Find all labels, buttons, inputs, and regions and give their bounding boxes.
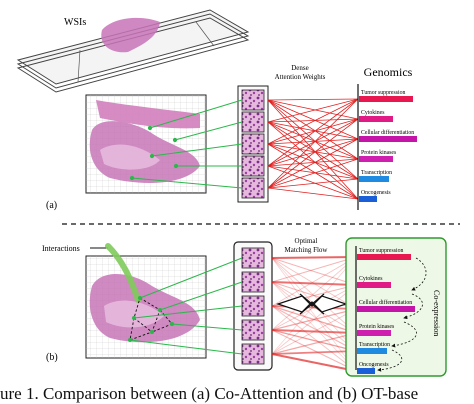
coexpression-label: Co-expression bbox=[432, 290, 441, 336]
gene-bar-b-6 bbox=[357, 368, 375, 374]
gene-bar-b-5 bbox=[357, 348, 387, 354]
gene-label-a-6: Oncogenesis bbox=[361, 190, 391, 196]
attention-weights-label: Attention Weights bbox=[275, 73, 326, 81]
patch-links-b bbox=[129, 257, 243, 355]
dense-label: Dense bbox=[291, 64, 309, 72]
patch-b-4 bbox=[241, 319, 265, 341]
wsi-image-a bbox=[85, 94, 207, 194]
panel-a-label: (a) bbox=[46, 200, 57, 211]
panel-b-label: (b) bbox=[46, 352, 58, 363]
gene-label-a-2: Cytokines bbox=[361, 110, 385, 116]
gene-bar-b-2 bbox=[357, 282, 391, 288]
patch-column-a bbox=[237, 85, 269, 203]
gene-bar-a-4 bbox=[359, 156, 393, 162]
gene-label-b-5: Transcription bbox=[359, 342, 390, 348]
matching-flow-label: Matching Flow bbox=[285, 246, 329, 254]
patch-a-2 bbox=[241, 111, 265, 133]
genomics-list-b: Tumor suppression Cytokines Cellular diffe… bbox=[357, 248, 415, 374]
patch-b-5 bbox=[241, 343, 265, 365]
gene-bar-a-5 bbox=[359, 176, 389, 182]
gene-label-a-3: Cellular differentiation bbox=[361, 129, 414, 136]
gene-bar-a-2 bbox=[359, 116, 393, 122]
patch-links-a bbox=[129, 99, 243, 189]
gene-label-b-2: Cytokines bbox=[359, 276, 383, 282]
patch-a-4 bbox=[241, 155, 265, 177]
dense-attention-lines bbox=[267, 98, 359, 200]
patch-b-2 bbox=[241, 271, 265, 293]
interactions-label: Interactions bbox=[42, 244, 80, 253]
gene-label-b-1: Tumor suppression bbox=[359, 248, 403, 254]
patch-b-1 bbox=[241, 247, 265, 269]
gene-label-a-4: Protein kinases bbox=[361, 150, 397, 156]
gene-label-a-1: Tumor suppression bbox=[361, 90, 405, 96]
patch-a-1 bbox=[241, 89, 265, 111]
gene-bar-a-1 bbox=[359, 96, 413, 102]
gene-bar-b-3 bbox=[357, 306, 415, 312]
gene-label-b-4: Protein kinases bbox=[359, 324, 395, 330]
wsi-image-b bbox=[85, 243, 207, 359]
gene-label-b-6: Oncogenesis bbox=[359, 362, 389, 368]
panel-a: WSIs bbox=[16, 9, 417, 211]
gene-label-b-3: Cellular differentiation bbox=[359, 299, 412, 306]
genomics-list-a: Tumor suppression Cytokines Cellular diffe… bbox=[359, 90, 417, 202]
wsi-slide-stack: WSIs bbox=[16, 9, 250, 93]
genomics-title: Genomics bbox=[364, 65, 413, 79]
wsis-label: WSIs bbox=[64, 17, 86, 28]
patch-a-5 bbox=[241, 177, 265, 199]
patch-a-3 bbox=[241, 133, 265, 155]
panel-b: Interactions bbox=[42, 237, 447, 377]
gene-bar-b-1 bbox=[357, 254, 411, 260]
gene-bar-b-4 bbox=[357, 330, 391, 336]
gene-bar-a-6 bbox=[359, 196, 377, 202]
matching-crossing-arrow bbox=[276, 293, 348, 315]
gene-label-a-5: Transcription bbox=[361, 170, 392, 176]
figure-caption: ure 1. Comparison between (a) Co-Attenti… bbox=[0, 384, 419, 403]
patch-column-b bbox=[233, 241, 273, 371]
optimal-flow-lines bbox=[271, 255, 357, 372]
optimal-label: Optimal bbox=[295, 237, 318, 245]
patch-b-3 bbox=[241, 295, 265, 317]
gene-bar-a-3 bbox=[359, 136, 417, 142]
